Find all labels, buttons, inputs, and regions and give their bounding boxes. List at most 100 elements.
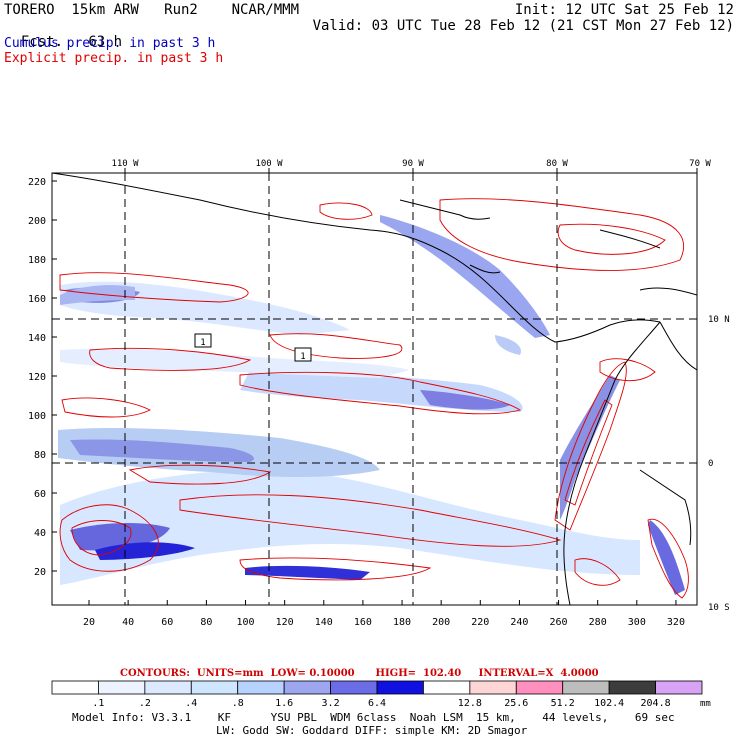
cumulus-precip-label: Cumulus precip. in past 3 h (4, 36, 216, 51)
left-tick-label: 160 (28, 294, 46, 305)
bottom-tick-label: 40 (122, 617, 134, 628)
contour-band-central (239, 371, 522, 415)
colorbar-swatch (423, 680, 471, 695)
lon-label-90w: 90 W (402, 159, 424, 169)
left-tick-label: 140 (28, 333, 46, 344)
bottom-tick-label: 100 (236, 617, 254, 628)
box-labels: 1 1 (194, 333, 312, 362)
map-frame (51, 172, 698, 606)
colorbar-swatch (51, 680, 99, 695)
bottom-grid-ticks: 20 40 60 80 100 120 140 160 180 200 220 240 260 280 30… (83, 600, 685, 628)
colorbar: .1 .2 .4 .8 1.6 3.2 6.4 12.8 25.6 51.2 102.4 204.8 (51, 680, 703, 709)
physics-info: LW: Godd SW: Goddard DIFF: simple KM: 2D… (216, 724, 528, 737)
bottom-tick-label: 280 (589, 617, 607, 628)
cumulus-precip-field (58, 215, 685, 595)
precip-band-south (60, 469, 640, 585)
left-tick-label: 40 (34, 528, 46, 539)
longitude-labels: 110 W 100 W 90 W 80 W 70 W (111, 159, 711, 169)
box-label-1 (194, 333, 212, 348)
lon-label-70w: 70 W (689, 159, 711, 169)
bottom-tick-label: 220 (471, 617, 489, 628)
box-label-2 (294, 347, 312, 362)
left-tick-label: 200 (28, 216, 46, 227)
colorbar-swatch (376, 680, 424, 695)
precip-core-south-west-2 (95, 542, 195, 560)
colorbar-label: .1 (92, 698, 104, 709)
left-grid-ticks: 220 200 180 160 140 120 100 80 60 40 20 (28, 177, 57, 578)
lat-label-0: 0 (708, 459, 713, 469)
lat-label-10s: 10 S (708, 603, 730, 613)
bottom-tick-label: 140 (315, 617, 333, 628)
colorbar-swatch (469, 680, 517, 695)
colorbar-label: .2 (139, 698, 151, 709)
colorbar-swatch (190, 680, 239, 695)
explicit-precip-label: Explicit precip. in past 3 h (4, 51, 224, 66)
box-label-1-text: 1 (200, 338, 205, 348)
colorbar-swatch (283, 680, 331, 695)
bottom-tick-label: 20 (83, 617, 95, 628)
precip-andes (560, 375, 620, 520)
precip-core-central (420, 390, 510, 410)
valid-time: Valid: 03 UTC Tue 28 Feb 12 (21 CST Mon … (312, 18, 734, 34)
left-tick-label: 60 (34, 489, 46, 500)
colorbar-unit: mm (700, 699, 711, 709)
coastlines (52, 173, 697, 605)
bottom-tick-label: 320 (667, 617, 685, 628)
bottom-tick-label: 80 (200, 617, 212, 628)
colorbar-swatch (330, 680, 378, 695)
colorbar-label: .8 (232, 698, 244, 709)
coast-east-boundary (659, 321, 697, 371)
colorbar-swatch (655, 680, 703, 695)
colorbar-swatch (562, 680, 610, 695)
contour-band-south (239, 557, 432, 581)
contour-southeast (647, 518, 689, 599)
precip-northwest-corner (60, 285, 135, 305)
precip-southeast (648, 520, 685, 595)
precip-band-mid (60, 348, 410, 378)
colorbar-label: 6.4 (368, 698, 386, 709)
left-tick-label: 20 (34, 567, 46, 578)
left-tick-label: 180 (28, 255, 46, 266)
box-label-2-text: 1 (300, 352, 305, 362)
lon-label-100w: 100 W (255, 159, 283, 169)
colorbar-label: 25.6 (504, 698, 528, 709)
bottom-tick-label: 160 (354, 617, 372, 628)
forecast-value: 63 h (88, 34, 123, 50)
bottom-tick-label: 240 (510, 617, 528, 628)
contour-band-south-west (59, 504, 159, 572)
left-tick-label: 100 (28, 411, 46, 422)
colorbar-label: 12.8 (458, 698, 482, 709)
bottom-tick-label: 60 (161, 617, 173, 628)
contour-southwest-mid (128, 464, 272, 485)
top-ticks (124, 168, 698, 173)
forecast-hour: Fcst. 63 h (4, 18, 122, 50)
coast-andes-east (639, 469, 692, 546)
lat-lon-grid (52, 173, 697, 605)
contour-gulf (319, 202, 373, 220)
model-info: Model Info: V3.3.1 KF YSU PBL WDM 6class… (72, 711, 675, 724)
lon-label-110w: 110 W (111, 159, 139, 169)
contour-band-south-west-inner (71, 520, 132, 556)
lon-label-80w: 80 W (546, 159, 568, 169)
colorbar-swatch (515, 680, 564, 695)
colorbar-swatch (237, 680, 285, 695)
contour-coastal-northeast (599, 358, 656, 382)
model-title: TORERO 15km ARW Run2 NCAR/MMM (4, 2, 300, 18)
lat-label-10n: 10 N (708, 315, 730, 325)
colorbar-label: 102.4 (594, 698, 624, 709)
colorbar-label: 204.8 (641, 698, 671, 709)
bottom-tick-label: 120 (276, 617, 294, 628)
left-tick-label: 220 (28, 177, 46, 188)
coast-northeast-island (639, 287, 697, 296)
country-border-1 (469, 264, 501, 274)
contour-band-south-central (179, 494, 562, 547)
precip-core-south-central (245, 565, 370, 580)
forecast-label: Fcst. (20, 34, 64, 50)
coast-north-boundary (399, 199, 491, 220)
bottom-tick-label: 180 (393, 617, 411, 628)
map-fields: 1 1 (52, 173, 697, 605)
contour-west-mid (61, 397, 152, 418)
contour-info: CONTOURS: UNITS=mm LOW= 0.10000 HIGH= 10… (120, 668, 599, 679)
colorbar-label: 1.6 (275, 698, 293, 709)
